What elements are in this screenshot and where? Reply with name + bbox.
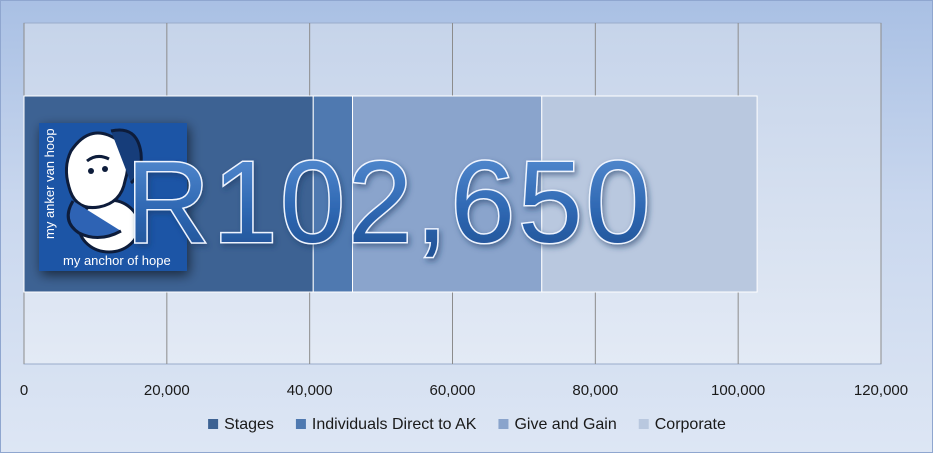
x-tick-label: 100,000: [711, 382, 765, 399]
bar-segment: [541, 95, 758, 293]
legend-label: Individuals Direct to AK: [312, 416, 477, 433]
bar-segment: [352, 95, 543, 293]
anchor-of-hope-logo: my anker van hoop my anchor of hope: [39, 123, 187, 271]
x-tick-label: 60,000: [430, 382, 476, 399]
logo-text-afrikaans: my anker van hoop: [42, 128, 57, 239]
bar-segment: [312, 95, 354, 293]
legend-swatch: [498, 419, 509, 429]
legend: Stages Individuals Direct to AK Give and G…: [208, 416, 726, 433]
legend-label: Give and Gain: [514, 416, 616, 433]
logo-text-english: my anchor of hope: [63, 253, 171, 268]
x-tick-label: 40,000: [287, 382, 333, 399]
legend-swatch: [295, 419, 306, 429]
x-tick-label: 20,000: [144, 382, 190, 399]
x-axis-tick-labels: 0 20,000 40,000 60,000 80,000 100,000 120,000: [20, 382, 908, 399]
legend-label: Corporate: [655, 416, 726, 433]
legend-label: Stages: [224, 416, 274, 433]
x-tick-label: 0: [20, 382, 28, 399]
logo-figure-icon: [64, 128, 143, 254]
x-tick-label: 120,000: [854, 382, 908, 399]
x-tick-label: 80,000: [572, 382, 618, 399]
legend-swatch: [208, 419, 219, 429]
legend-swatch: [638, 419, 649, 429]
total-amount-label: R102,650: [126, 137, 653, 267]
